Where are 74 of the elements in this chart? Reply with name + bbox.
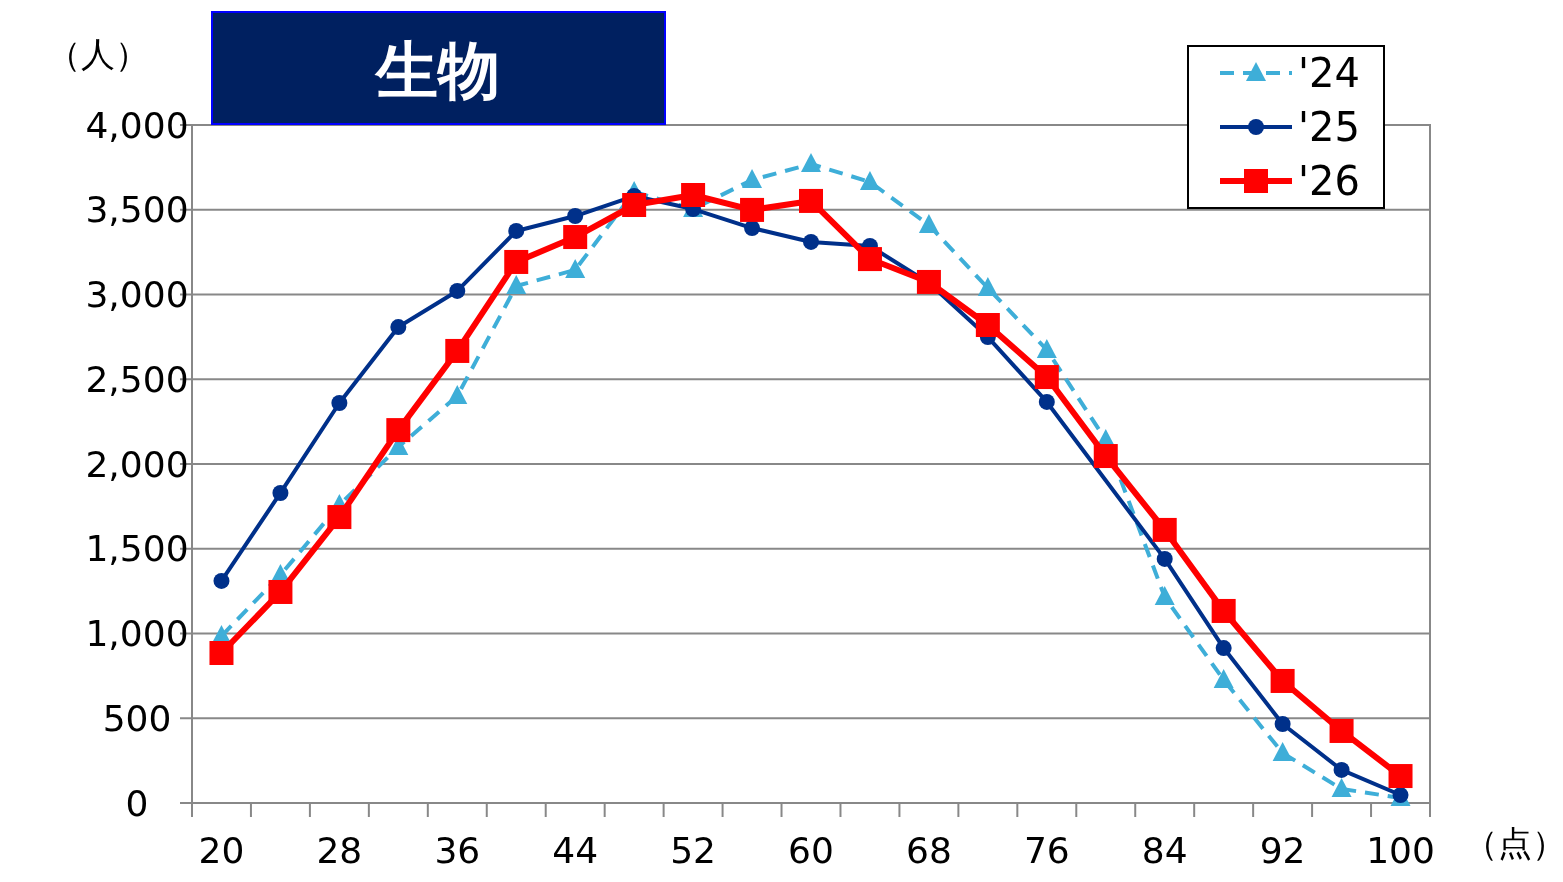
point bbox=[1388, 764, 1413, 789]
point bbox=[1152, 517, 1177, 542]
y-tick-label: 3,500 bbox=[85, 189, 189, 231]
x-tick-label: 44 bbox=[552, 830, 599, 871]
point bbox=[1270, 668, 1295, 693]
x-tick-label: 68 bbox=[906, 830, 952, 871]
y-tick-label: 500 bbox=[102, 697, 172, 739]
legend-label: '25 bbox=[1298, 104, 1360, 150]
x-tick-label: 28 bbox=[316, 830, 363, 871]
point bbox=[799, 188, 823, 213]
point bbox=[390, 319, 407, 336]
x-tick-label: 36 bbox=[434, 830, 481, 871]
point bbox=[447, 385, 468, 405]
point bbox=[386, 418, 411, 443]
point bbox=[567, 208, 584, 225]
point bbox=[918, 214, 939, 234]
point bbox=[977, 277, 998, 297]
point bbox=[622, 193, 647, 217]
point bbox=[508, 222, 525, 239]
point bbox=[504, 249, 529, 274]
point bbox=[801, 152, 821, 172]
x-tick-label: 84 bbox=[1141, 830, 1188, 871]
point bbox=[1329, 718, 1354, 743]
point bbox=[268, 579, 293, 604]
point bbox=[857, 247, 882, 272]
point bbox=[859, 170, 880, 190]
point bbox=[975, 313, 1000, 338]
point bbox=[803, 233, 819, 250]
x-tick-label: 100 bbox=[1366, 830, 1435, 871]
point bbox=[213, 572, 230, 589]
point bbox=[1093, 444, 1118, 469]
legend-label: '24 bbox=[1298, 50, 1360, 96]
point bbox=[506, 275, 527, 295]
x-tick-label: 52 bbox=[670, 830, 716, 871]
point bbox=[916, 269, 941, 294]
point bbox=[563, 225, 588, 250]
point bbox=[327, 505, 352, 530]
point bbox=[1274, 716, 1291, 733]
point bbox=[681, 183, 706, 207]
y-axis-title: （人） bbox=[47, 34, 149, 74]
y-tick-label: 1,000 bbox=[85, 613, 189, 654]
y-tick-label: 2,000 bbox=[85, 443, 189, 485]
point bbox=[1331, 777, 1352, 797]
point bbox=[1333, 761, 1350, 778]
y-tick-label: 4,000 bbox=[85, 104, 189, 146]
point bbox=[272, 484, 289, 501]
point bbox=[565, 258, 586, 278]
point bbox=[209, 640, 234, 665]
point bbox=[445, 338, 470, 363]
point bbox=[1215, 640, 1232, 657]
y-tick-label: 1,500 bbox=[85, 528, 189, 570]
point bbox=[449, 282, 466, 299]
x-tick-label: 20 bbox=[198, 830, 245, 871]
point bbox=[1036, 338, 1057, 358]
point bbox=[740, 197, 765, 222]
legend-label: '26 bbox=[1298, 158, 1360, 204]
point bbox=[1154, 586, 1175, 606]
point bbox=[1034, 365, 1059, 390]
y-tick-label: 2,500 bbox=[85, 358, 189, 400]
point bbox=[1213, 668, 1234, 688]
x-tick-label: 92 bbox=[1259, 830, 1306, 871]
point bbox=[1211, 598, 1236, 623]
point bbox=[1272, 742, 1293, 761]
x-tick-label: 60 bbox=[788, 830, 834, 871]
point bbox=[1038, 393, 1055, 410]
point bbox=[742, 168, 763, 188]
point bbox=[1156, 550, 1173, 567]
x-tick-label: 76 bbox=[1023, 830, 1070, 871]
point bbox=[331, 394, 348, 411]
x-axis-title: （点） bbox=[1464, 823, 1563, 863]
point bbox=[744, 220, 761, 237]
y-tick-label: 3,000 bbox=[85, 274, 189, 315]
chart-title: 生物 bbox=[374, 33, 500, 107]
y-tick-label: 0 bbox=[125, 782, 149, 824]
